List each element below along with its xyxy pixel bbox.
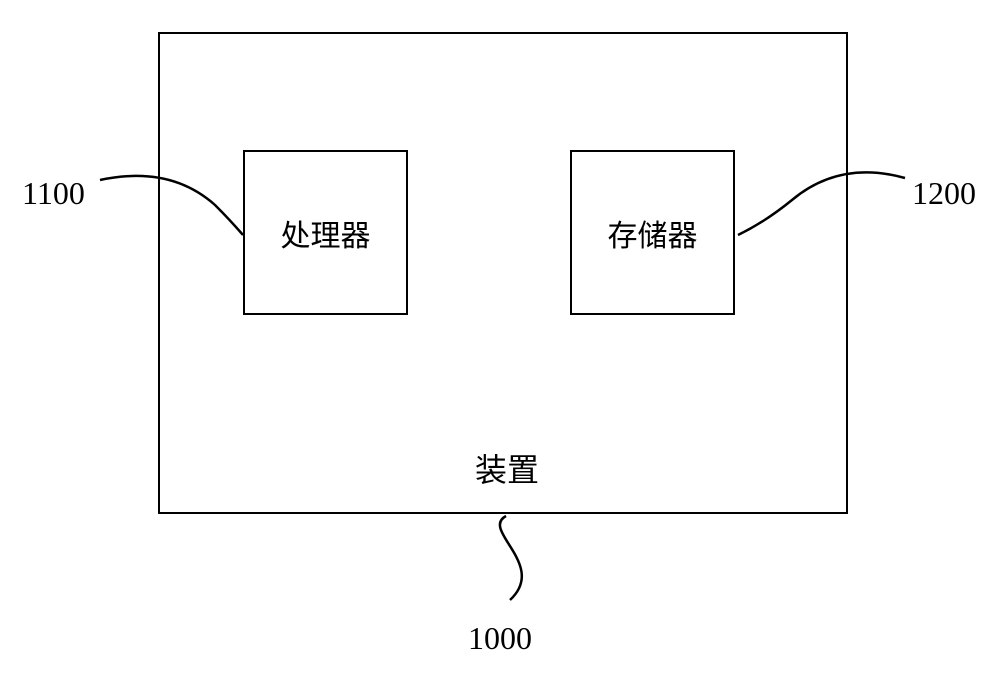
processor-box: 处理器 [243,150,408,315]
device-label: 装置 [475,445,539,491]
processor-label: 处理器 [281,211,371,255]
diagram-container: 处理器 存储器 装置 1100 1200 1000 [0,0,1000,681]
memory-box: 存储器 [570,150,735,315]
memory-label: 存储器 [608,211,698,255]
ref-number-1000: 1000 [468,620,532,657]
ref-number-1100: 1100 [22,175,85,212]
leader-1000 [500,516,522,600]
ref-number-1200: 1200 [912,175,976,212]
